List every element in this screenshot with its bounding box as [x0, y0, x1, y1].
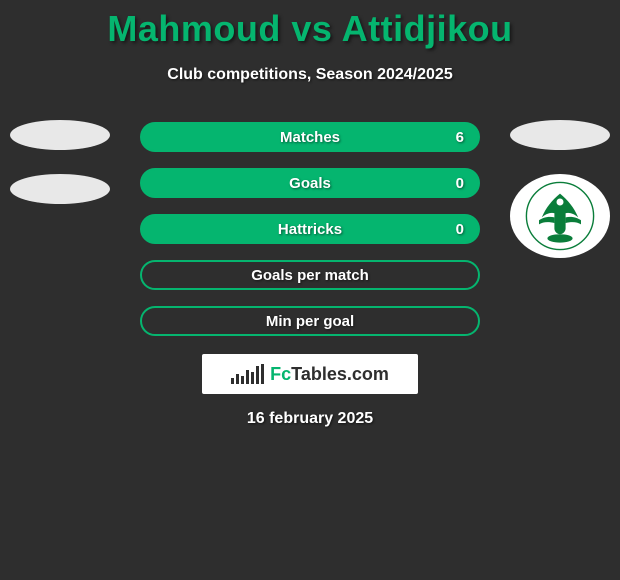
stat-value-right: 0: [456, 221, 464, 238]
stat-bar-min-per-goal: Min per goal: [140, 306, 480, 336]
comparison-bars: Matches 6 Goals 0 Hattricks 0 Goals per …: [140, 122, 480, 352]
stat-value-right: 0: [456, 175, 464, 192]
date-label: 16 february 2025: [0, 410, 620, 428]
right-player-column: [510, 120, 610, 258]
stat-bar-hattricks: Hattricks 0: [140, 214, 480, 244]
left-player-avatar-placeholder: [10, 120, 110, 150]
stat-bar-matches: Matches 6: [140, 122, 480, 152]
left-club-badge-placeholder: [10, 174, 110, 204]
brand-text: FcTables.com: [270, 364, 389, 385]
brand-badge: FcTables.com: [202, 354, 418, 394]
page-title: Mahmoud vs Attidjikou: [0, 0, 620, 50]
bar-chart-icon: [231, 364, 264, 384]
stat-bar-goals: Goals 0: [140, 168, 480, 198]
right-player-avatar-placeholder: [510, 120, 610, 150]
stat-label: Min per goal: [266, 313, 354, 330]
stat-value-right: 6: [456, 129, 464, 146]
stat-bar-goals-per-match: Goals per match: [140, 260, 480, 290]
left-player-column: [10, 120, 110, 228]
stat-label: Hattricks: [278, 221, 342, 238]
stat-label: Matches: [280, 129, 340, 146]
subtitle: Club competitions, Season 2024/2025: [0, 66, 620, 84]
stat-label: Goals per match: [251, 267, 369, 284]
right-club-badge: [510, 174, 610, 258]
eagle-badge-icon: [525, 181, 595, 251]
stat-label: Goals: [289, 175, 331, 192]
